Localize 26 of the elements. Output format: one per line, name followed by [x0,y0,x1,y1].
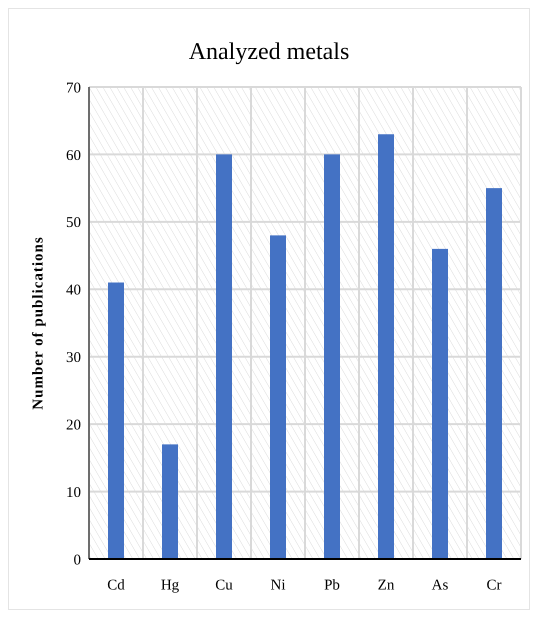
bar [108,282,124,559]
bar [486,188,502,559]
y-tick-label: 30 [66,350,81,366]
y-axis-title: Number of publications [30,236,46,410]
bar [378,134,394,559]
bar [162,444,178,559]
x-tick-label: Ni [270,578,286,594]
y-tick-label: 50 [66,215,81,232]
chart-title: Analyzed metals [188,38,350,67]
y-tick-label: 20 [66,417,81,434]
x-tick-label: Pb [324,578,340,594]
y-tick-label: 70 [66,80,81,96]
bar [324,154,340,559]
x-tick-label: As [432,578,448,594]
y-tick-label: 60 [66,148,81,164]
x-tick-label: Cr [486,578,502,594]
bar [432,248,448,559]
y-tick-label: 10 [66,484,81,501]
x-tick-label: Hg [160,578,180,594]
y-tick-label: 40 [66,282,81,299]
x-tick-label: Cu [215,578,234,594]
bar [216,154,232,559]
bar [270,235,286,559]
x-tick-label: Cd [107,578,126,594]
y-tick-label: 0 [74,552,81,568]
x-tick-label: Zn [378,578,395,594]
